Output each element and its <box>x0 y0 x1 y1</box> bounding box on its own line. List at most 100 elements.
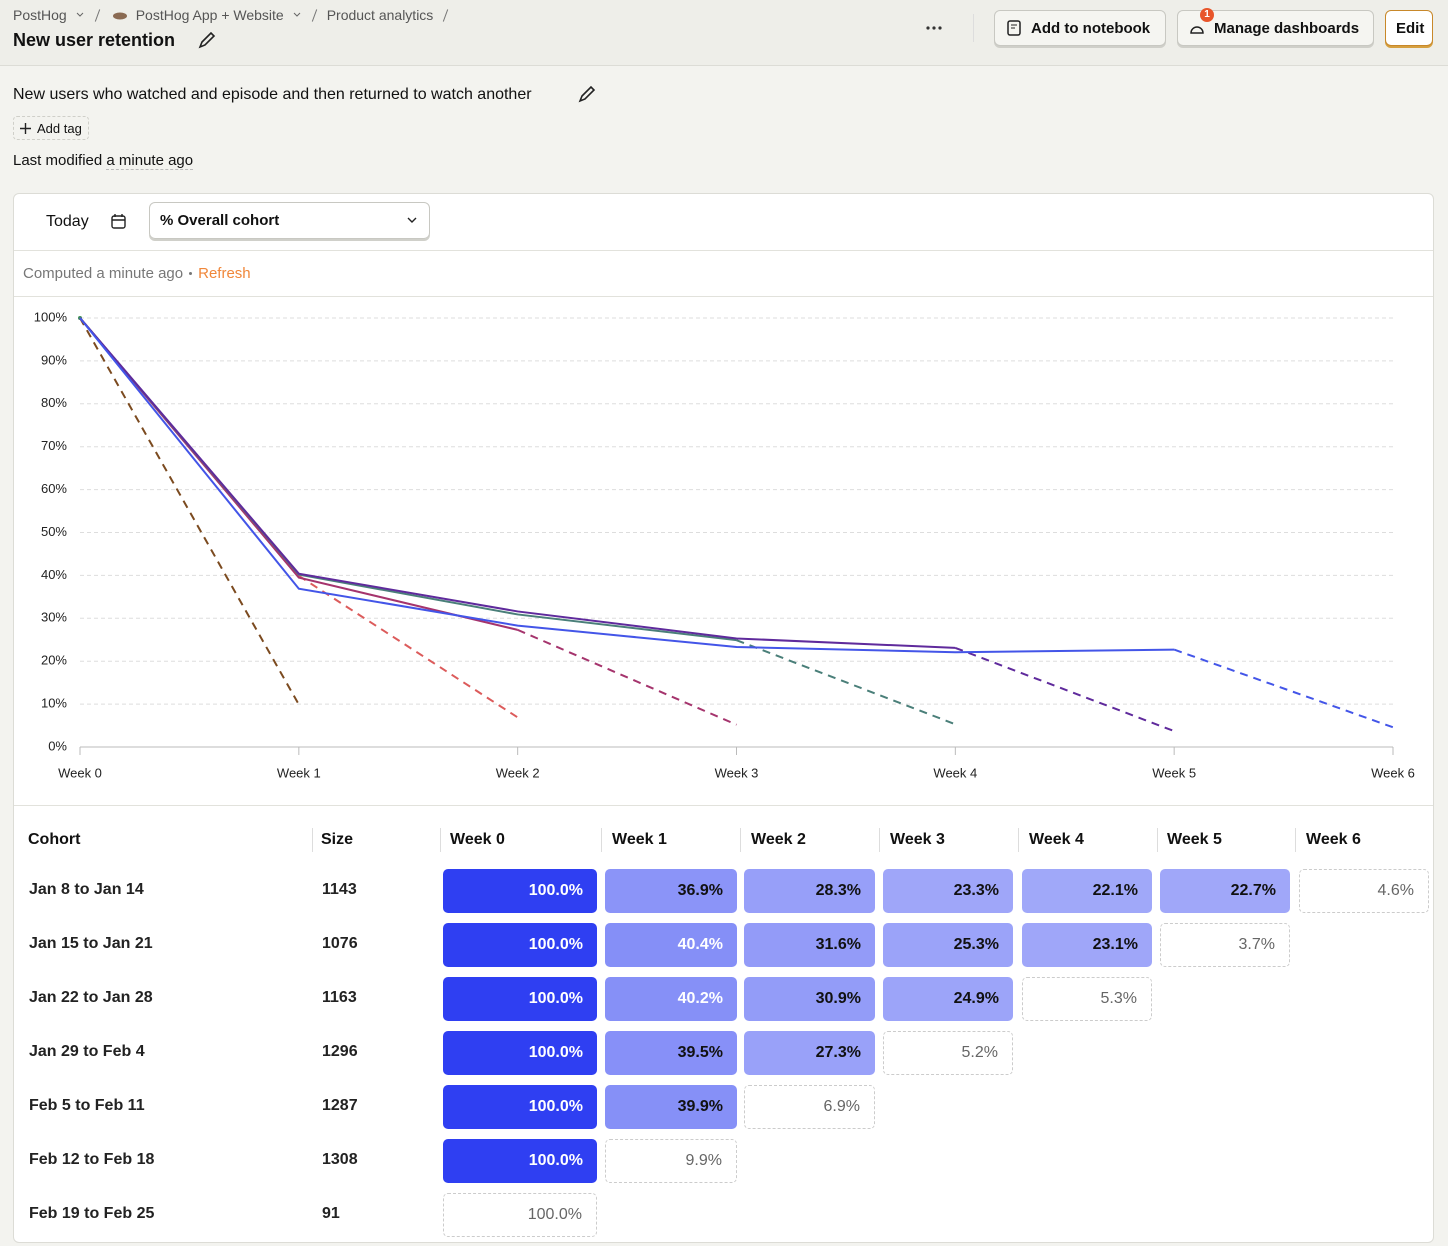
add-tag-button[interactable]: Add tag <box>13 116 89 140</box>
cell-value: 22.1% <box>1092 882 1138 899</box>
breadcrumb[interactable]: Product analytics <box>326 7 434 23</box>
cell-value: 100.0% <box>528 936 583 953</box>
cell-value: 5.3% <box>1100 990 1137 1007</box>
cell-value: 9.9% <box>685 1152 722 1169</box>
notebook-icon <box>1007 20 1021 36</box>
cell-value: 25.3% <box>953 936 999 953</box>
retention-cell: 23.1% <box>1022 923 1152 967</box>
retention-cell: 6.9% <box>744 1085 875 1129</box>
retention-cell: 40.4% <box>605 923 737 967</box>
cell-value: 31.6% <box>815 936 861 953</box>
retention-cell: 22.7% <box>1160 869 1290 913</box>
chevron <box>407 217 417 223</box>
retention-cell: 3.7% <box>1160 923 1290 967</box>
cohort-size: 91 <box>322 1205 340 1222</box>
cohort-label: Feb 5 to Feb 11 <box>29 1097 145 1114</box>
column-header: Week 5 <box>1167 831 1222 848</box>
cohort-label: Jan 22 to Jan 28 <box>29 989 153 1006</box>
column-separator <box>1295 828 1296 852</box>
divider <box>14 250 1433 251</box>
dot <box>189 272 193 275</box>
label: Last modified <box>13 152 103 169</box>
y-tick-label: 60% <box>41 481 67 496</box>
x-tick-label: Week 6 <box>1371 765 1415 780</box>
cohort-label: Feb 12 to Feb 18 <box>29 1151 155 1168</box>
hog-icon <box>112 12 127 20</box>
more-menu[interactable] <box>922 22 946 34</box>
cohort-size: 1308 <box>322 1151 358 1168</box>
x-tick-label: Week 1 <box>277 765 321 780</box>
button-label: Edit <box>1396 19 1425 37</box>
button-label: Add to notebook <box>1031 19 1151 37</box>
cell-value: 3.7% <box>1238 936 1275 953</box>
column-separator <box>879 828 880 852</box>
y-tick-label: 50% <box>41 524 67 539</box>
date-range[interactable]: Today <box>46 213 89 230</box>
column-header: Cohort <box>28 831 81 848</box>
retention-cell: 40.2% <box>605 977 737 1021</box>
button-label: Manage dashboards <box>1214 19 1360 37</box>
x-tick-label: Week 5 <box>1152 765 1196 780</box>
cell-value: 39.9% <box>677 1098 723 1115</box>
retention-cell: 5.2% <box>883 1031 1013 1075</box>
breadcrumb[interactable]: PostHog <box>13 7 67 23</box>
x-tick-label: Week 0 <box>58 765 102 780</box>
cell-value: 24.9% <box>953 990 999 1007</box>
divider <box>973 14 974 42</box>
column-header: Week 3 <box>890 831 945 848</box>
column-separator <box>601 828 602 852</box>
column-header: Size <box>321 831 354 848</box>
retention-cell: 100.0% <box>443 1139 597 1183</box>
cohort-label: Jan 29 to Feb 4 <box>29 1043 145 1060</box>
retention-cell: 100.0% <box>443 977 597 1021</box>
cell-value: 40.4% <box>677 936 723 953</box>
cohort-label: Jan 15 to Jan 21 <box>29 935 153 952</box>
retention-cell: 31.6% <box>744 923 875 967</box>
cell-value: 23.3% <box>953 882 999 899</box>
column-separator <box>440 828 441 852</box>
retention-cell: 100.0% <box>443 869 597 913</box>
cohort-label: Jan 8 to Jan 14 <box>29 881 144 898</box>
line-complete <box>79 317 956 649</box>
mode-select[interactable]: % Overall cohort <box>149 202 430 239</box>
dashboard-icon <box>1190 26 1204 34</box>
cell-value: 36.9% <box>677 882 723 899</box>
cell-value: 22.7% <box>1230 882 1276 899</box>
chevron <box>293 12 301 17</box>
edit-icon[interactable] <box>197 31 217 51</box>
y-tick-label: 10% <box>41 696 67 711</box>
calendar-icon[interactable] <box>110 213 128 231</box>
retention-cell: 4.6% <box>1299 869 1429 913</box>
separator <box>94 8 100 22</box>
cell-value: 27.3% <box>815 1044 861 1061</box>
cell-value: 40.2% <box>677 990 723 1007</box>
add-to-notebook-button[interactable]: Add to notebook <box>994 10 1166 46</box>
retention-cell: 9.9% <box>605 1139 737 1183</box>
line-incomplete <box>954 646 1175 733</box>
column-separator <box>312 828 313 852</box>
refresh-link[interactable]: Refresh <box>198 265 251 282</box>
retention-cell: 36.9% <box>605 869 737 913</box>
cell-value: 100.0% <box>528 882 583 899</box>
divider <box>14 805 1433 806</box>
breadcrumbs: PostHog PostHog App + Website Product an… <box>13 7 450 23</box>
breadcrumb[interactable]: PostHog App + Website <box>135 7 284 23</box>
separator <box>311 8 317 22</box>
y-tick-label: 0% <box>48 738 67 753</box>
cell-value: 4.6% <box>1377 882 1414 899</box>
line-incomplete <box>517 628 737 726</box>
cohort-size: 1287 <box>322 1097 358 1114</box>
column-header: Week 0 <box>450 831 505 848</box>
retention-cell: 39.5% <box>605 1031 737 1075</box>
line-incomplete <box>298 574 519 719</box>
cell-value: 100.0% <box>528 1098 583 1115</box>
edit-description-icon[interactable] <box>577 85 597 105</box>
line-complete <box>79 317 518 631</box>
cohort-size: 1163 <box>322 989 357 1006</box>
edit-button[interactable]: Edit <box>1385 10 1433 46</box>
status: Computed a minute ago Refresh <box>23 265 251 282</box>
page-title: New user retention <box>13 30 176 50</box>
x-tick-label: Week 4 <box>933 765 977 780</box>
cohort-size: 1076 <box>322 935 358 952</box>
